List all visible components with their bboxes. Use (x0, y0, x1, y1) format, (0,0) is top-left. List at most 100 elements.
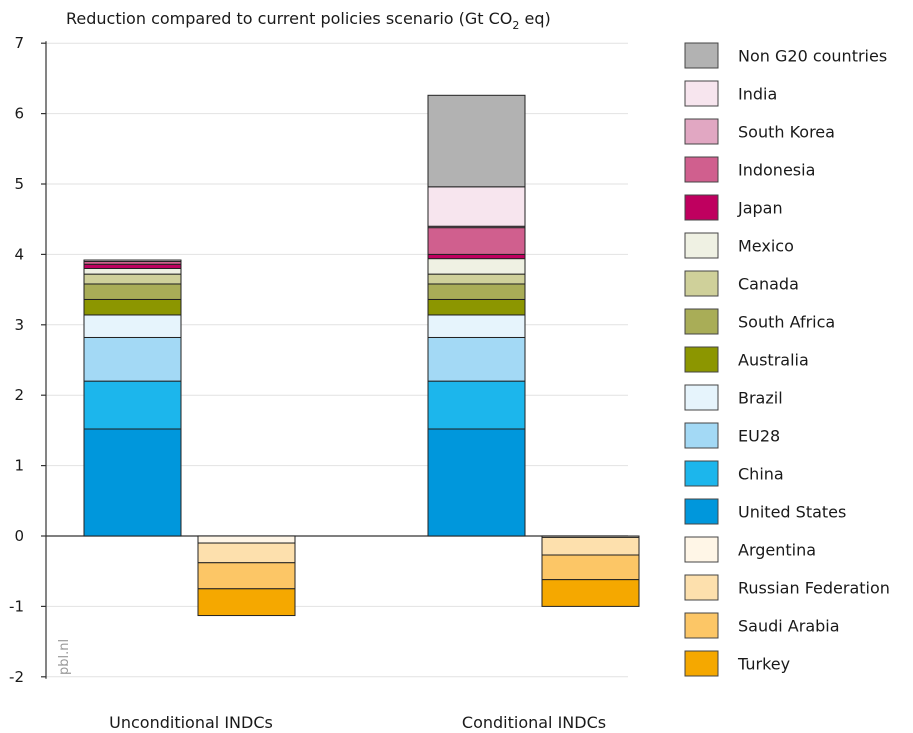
y-tick-label: -1 (9, 597, 24, 615)
legend-label: Mexico (738, 237, 794, 256)
bar-segment-eu28 (83, 336, 182, 382)
legend-label: Australia (738, 351, 809, 370)
bar-segment-non-g20-countries (427, 94, 526, 188)
legend-item: Australia (684, 346, 809, 373)
bar-segment-indonesia (427, 227, 526, 255)
legend-swatch (684, 270, 719, 297)
legend-item: Argentina (684, 536, 816, 563)
y-tick-label: 3 (14, 316, 24, 334)
y-tick-label: 7 (14, 34, 24, 52)
legend-label: United States (738, 503, 846, 522)
bar-segment-turkey (541, 579, 640, 607)
category-label: Conditional INDCs (462, 713, 606, 732)
legend-swatch (684, 612, 719, 639)
bar-segment-australia (427, 298, 526, 316)
legend-label: Brazil (738, 389, 783, 408)
legend-item: Japan (684, 194, 783, 221)
legend-swatch (684, 156, 719, 183)
y-tick-label: 1 (14, 457, 24, 475)
legend-item: Mexico (684, 232, 794, 259)
legend-label: India (738, 85, 777, 104)
legend-label: Non G20 countries (738, 47, 887, 66)
legend-item: China (684, 460, 784, 487)
legend-swatch (684, 498, 719, 525)
bar-segment-mexico (83, 267, 182, 275)
bar-segment-saudi-arabia (541, 554, 640, 581)
bar-segment-argentina (197, 535, 296, 544)
chart-title-subscript: 2 (512, 19, 519, 32)
legend-swatch (684, 346, 719, 373)
x-axis-categories: Unconditional INDCs Conditional INDCs (109, 713, 606, 732)
legend-label: South Africa (738, 313, 835, 332)
legend-item: Non G20 countries (684, 42, 887, 69)
bar-segment-china (83, 380, 182, 430)
bar-segment-canada (83, 273, 182, 285)
legend-item: Brazil (684, 384, 783, 411)
legend-swatch (684, 422, 719, 449)
bar-segment-brazil (427, 314, 526, 338)
legend-item: South Korea (684, 118, 835, 145)
bar-segment-eu28 (427, 336, 526, 382)
legend-swatch (684, 42, 719, 69)
bar-segment-japan (83, 263, 182, 269)
legend-item: United States (684, 498, 846, 525)
legend: Non G20 countries India South Korea Indones… (684, 42, 890, 677)
legend-label: Turkey (737, 655, 790, 674)
bar-segment-united-states (83, 428, 182, 537)
legend-label: Saudi Arabia (738, 617, 840, 636)
y-tick-label: 5 (14, 175, 24, 193)
legend-item: Russian Federation (684, 574, 890, 601)
legend-label: EU28 (738, 427, 780, 446)
legend-swatch (684, 650, 719, 677)
y-tick-label: 2 (14, 386, 24, 404)
legend-swatch (684, 118, 719, 145)
legend-label: Canada (738, 275, 799, 294)
legend-swatch (684, 536, 719, 563)
legend-label: Japan (737, 199, 783, 218)
bar-segment-india (83, 259, 182, 262)
legend-label: Russian Federation (738, 579, 890, 598)
watermark-text: pbl.nl (57, 639, 72, 675)
bar-segment-united-states (427, 428, 526, 537)
chart-title-tail: eq) (519, 9, 550, 28)
y-tick-label: 0 (14, 527, 24, 545)
legend-swatch (684, 194, 719, 221)
bar-segment-mexico (427, 258, 526, 275)
bar-segment-brazil (83, 314, 182, 338)
legend-swatch (684, 574, 719, 601)
legend-item: Saudi Arabia (684, 612, 840, 639)
chart-title: Reduction compared to current policies s… (66, 9, 551, 32)
legend-item: EU28 (684, 422, 780, 449)
legend-swatch (684, 308, 719, 335)
legend-label: Argentina (738, 541, 816, 560)
bar-segment-australia (83, 298, 182, 316)
bar-segment-south-africa (83, 283, 182, 300)
legend-item: Turkey (684, 650, 790, 677)
category-label: Unconditional INDCs (109, 713, 273, 732)
y-tick-label: -2 (9, 668, 24, 686)
legend-swatch (684, 460, 719, 487)
bar-segment-russian-federation (197, 542, 296, 564)
bars (83, 94, 640, 617)
legend-item: Canada (684, 270, 799, 297)
chart-title-main: Reduction compared to current policies s… (66, 9, 512, 28)
legend-item: India (684, 80, 777, 107)
legend-label: China (738, 465, 784, 484)
legend-item: Indonesia (684, 156, 815, 183)
y-tick-label: 6 (14, 105, 24, 123)
legend-swatch (684, 232, 719, 259)
legend-swatch (684, 384, 719, 411)
bar-segment-canada (427, 273, 526, 285)
bar-segment-saudi-arabia (197, 562, 296, 590)
bar-segment-south-africa (427, 283, 526, 300)
legend-item: South Africa (684, 308, 835, 335)
legend-label: Indonesia (738, 161, 815, 180)
bar-segment-turkey (197, 588, 296, 617)
bar-segment-india (427, 186, 526, 227)
bar-segment-japan (427, 253, 526, 260)
y-tick-label: 4 (14, 245, 24, 263)
bar-segment-china (427, 380, 526, 430)
legend-label: South Korea (738, 123, 835, 142)
bar-segment-russian-federation (541, 536, 640, 556)
